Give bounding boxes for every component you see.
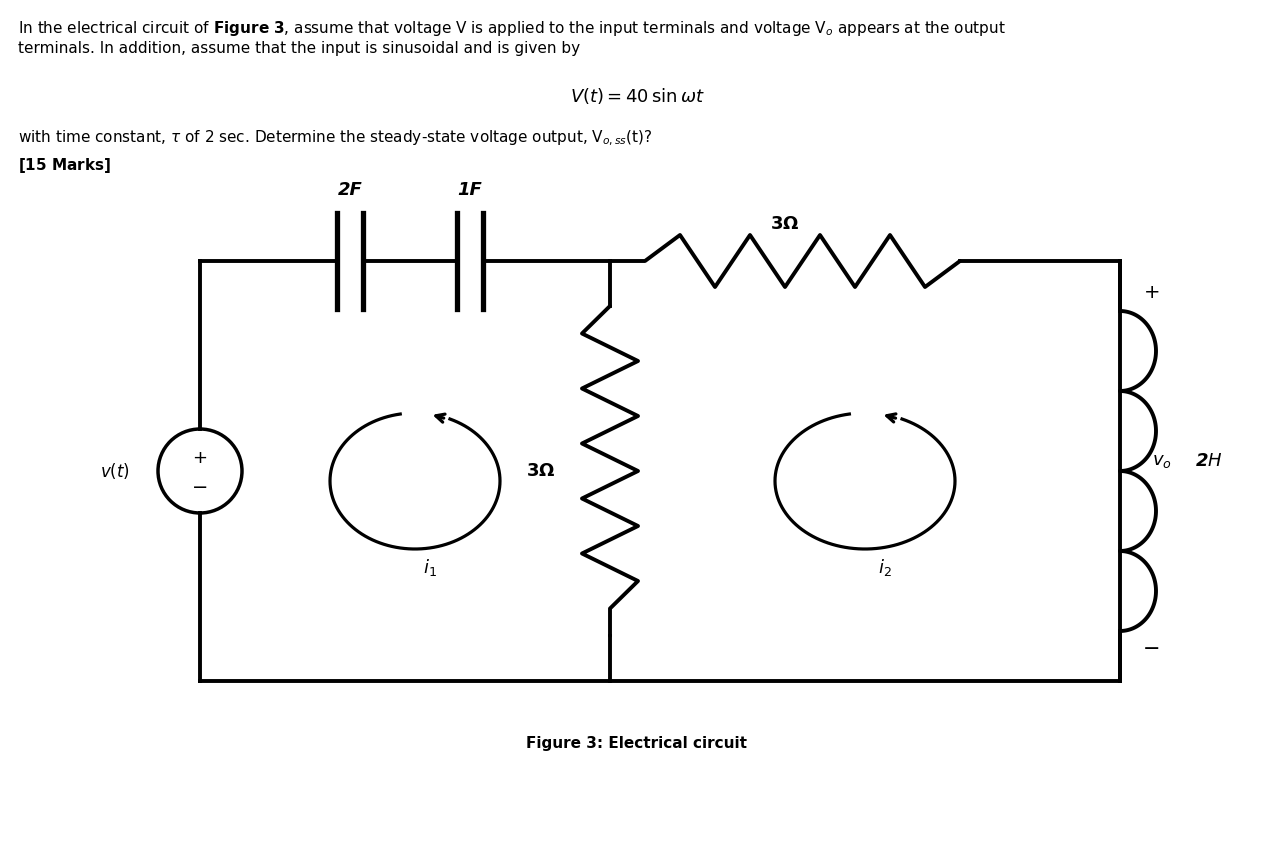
Text: In the electrical circuit of $\mathbf{Figure\ 3}$, assume that voltage V is appl: In the electrical circuit of $\mathbf{Fi… [18, 19, 1006, 38]
Text: Figure 3: Electrical circuit: Figure 3: Electrical circuit [526, 736, 748, 751]
Text: 3$\mathbf{\Omega}$: 3$\mathbf{\Omega}$ [771, 215, 800, 233]
Text: $V(t) = 40\,\mathrm{sin}\,\omega t$: $V(t) = 40\,\mathrm{sin}\,\omega t$ [569, 86, 705, 106]
Text: 3$\mathbf{\Omega}$: 3$\mathbf{\Omega}$ [526, 462, 555, 480]
Text: 2F: 2F [338, 181, 362, 199]
Text: 1F: 1F [457, 181, 483, 199]
Text: $v_o$: $v_o$ [1152, 452, 1172, 470]
Text: −: − [192, 479, 208, 498]
Text: $i_1$: $i_1$ [423, 557, 437, 578]
Text: $i_2$: $i_2$ [878, 557, 892, 578]
Text: +: + [192, 449, 208, 467]
Text: terminals. In addition, assume that the input is sinusoidal and is given by: terminals. In addition, assume that the … [18, 41, 580, 56]
Text: −: − [1143, 639, 1161, 659]
Text: $v(t)$: $v(t)$ [101, 461, 130, 481]
Text: with time constant, $\tau$ of 2 sec. Determine the steady-state voltage output, : with time constant, $\tau$ of 2 sec. Det… [18, 129, 652, 148]
Text: +: + [1144, 283, 1161, 303]
Text: 2$H$: 2$H$ [1195, 452, 1223, 470]
Text: $\mathbf{[15\ Marks]}$: $\mathbf{[15\ Marks]}$ [18, 156, 111, 175]
